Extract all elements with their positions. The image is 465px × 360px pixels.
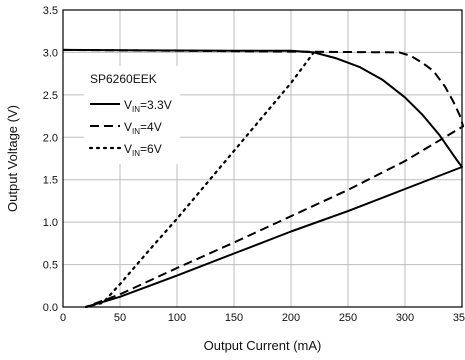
x-tick-label: 100 [168,312,186,324]
series-line-3 [84,51,315,309]
legend-label-3: VIN=6V [124,142,162,158]
x-tick-label: 150 [225,312,243,324]
y-tick-label: 0.5 [43,260,58,272]
legend-label-2: VIN=4V [124,120,162,136]
x-tick-label: 300 [396,312,414,324]
tick-labels: 0 50 100 150 200 250 300 350 0.0 0.5 1.0 1.5 2.0 2.5 3… [43,5,465,324]
y-tick-label: 1.0 [43,217,58,229]
series-line-2 [62,48,465,308]
series-layer [62,48,465,309]
legend-title: SP6260EEK [90,72,157,86]
y-tick-label: 1.5 [43,175,58,187]
legend: SP6260EEK VIN=3.3V VIN=4V VIN=6V [84,66,180,164]
y-tick-label: 0.0 [43,302,58,314]
x-tick-label: 0 [60,312,66,324]
x-axis-title: Output Current (mA) [204,338,322,353]
x-tick-label: 350 [453,312,465,324]
x-tick-label: 50 [114,312,126,324]
x-tick-label: 250 [339,312,357,324]
y-tick-label: 3.0 [43,47,58,59]
y-tick-label: 2.5 [43,90,58,102]
y-tick-label: 3.5 [43,5,58,17]
plot-frame [62,9,463,308]
x-tick-label: 200 [282,312,300,324]
legend-label-1: VIN=3.3V [124,98,172,114]
y-axis-title: Output Voltage (V) [5,105,20,212]
y-tick-label: 2.0 [43,132,58,144]
